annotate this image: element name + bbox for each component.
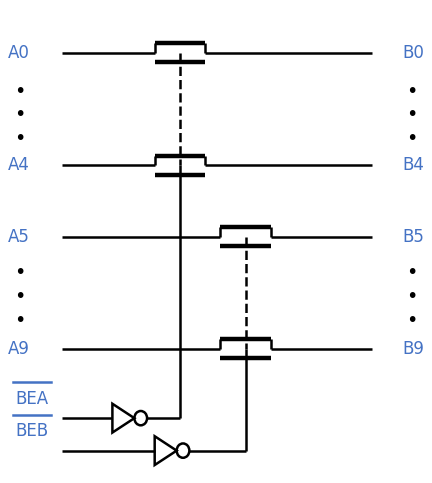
Text: •: • (406, 105, 418, 125)
Text: A0: A0 (8, 44, 30, 62)
Text: B5: B5 (402, 227, 424, 246)
Text: •: • (14, 287, 26, 306)
Text: •: • (14, 105, 26, 125)
Text: •: • (406, 129, 418, 148)
Text: •: • (14, 82, 26, 100)
Text: A9: A9 (8, 340, 30, 358)
Text: •: • (406, 82, 418, 100)
Text: •: • (14, 311, 26, 330)
Text: •: • (406, 311, 418, 330)
Text: •: • (14, 129, 26, 148)
Text: B4: B4 (402, 156, 424, 174)
Text: BEB: BEB (16, 422, 49, 440)
Text: B0: B0 (402, 44, 424, 62)
Text: B9: B9 (402, 340, 424, 358)
Text: •: • (406, 287, 418, 306)
Text: •: • (406, 263, 418, 282)
Text: A4: A4 (8, 156, 30, 174)
Text: •: • (14, 263, 26, 282)
Text: A5: A5 (8, 227, 30, 246)
Text: BEA: BEA (16, 390, 49, 408)
